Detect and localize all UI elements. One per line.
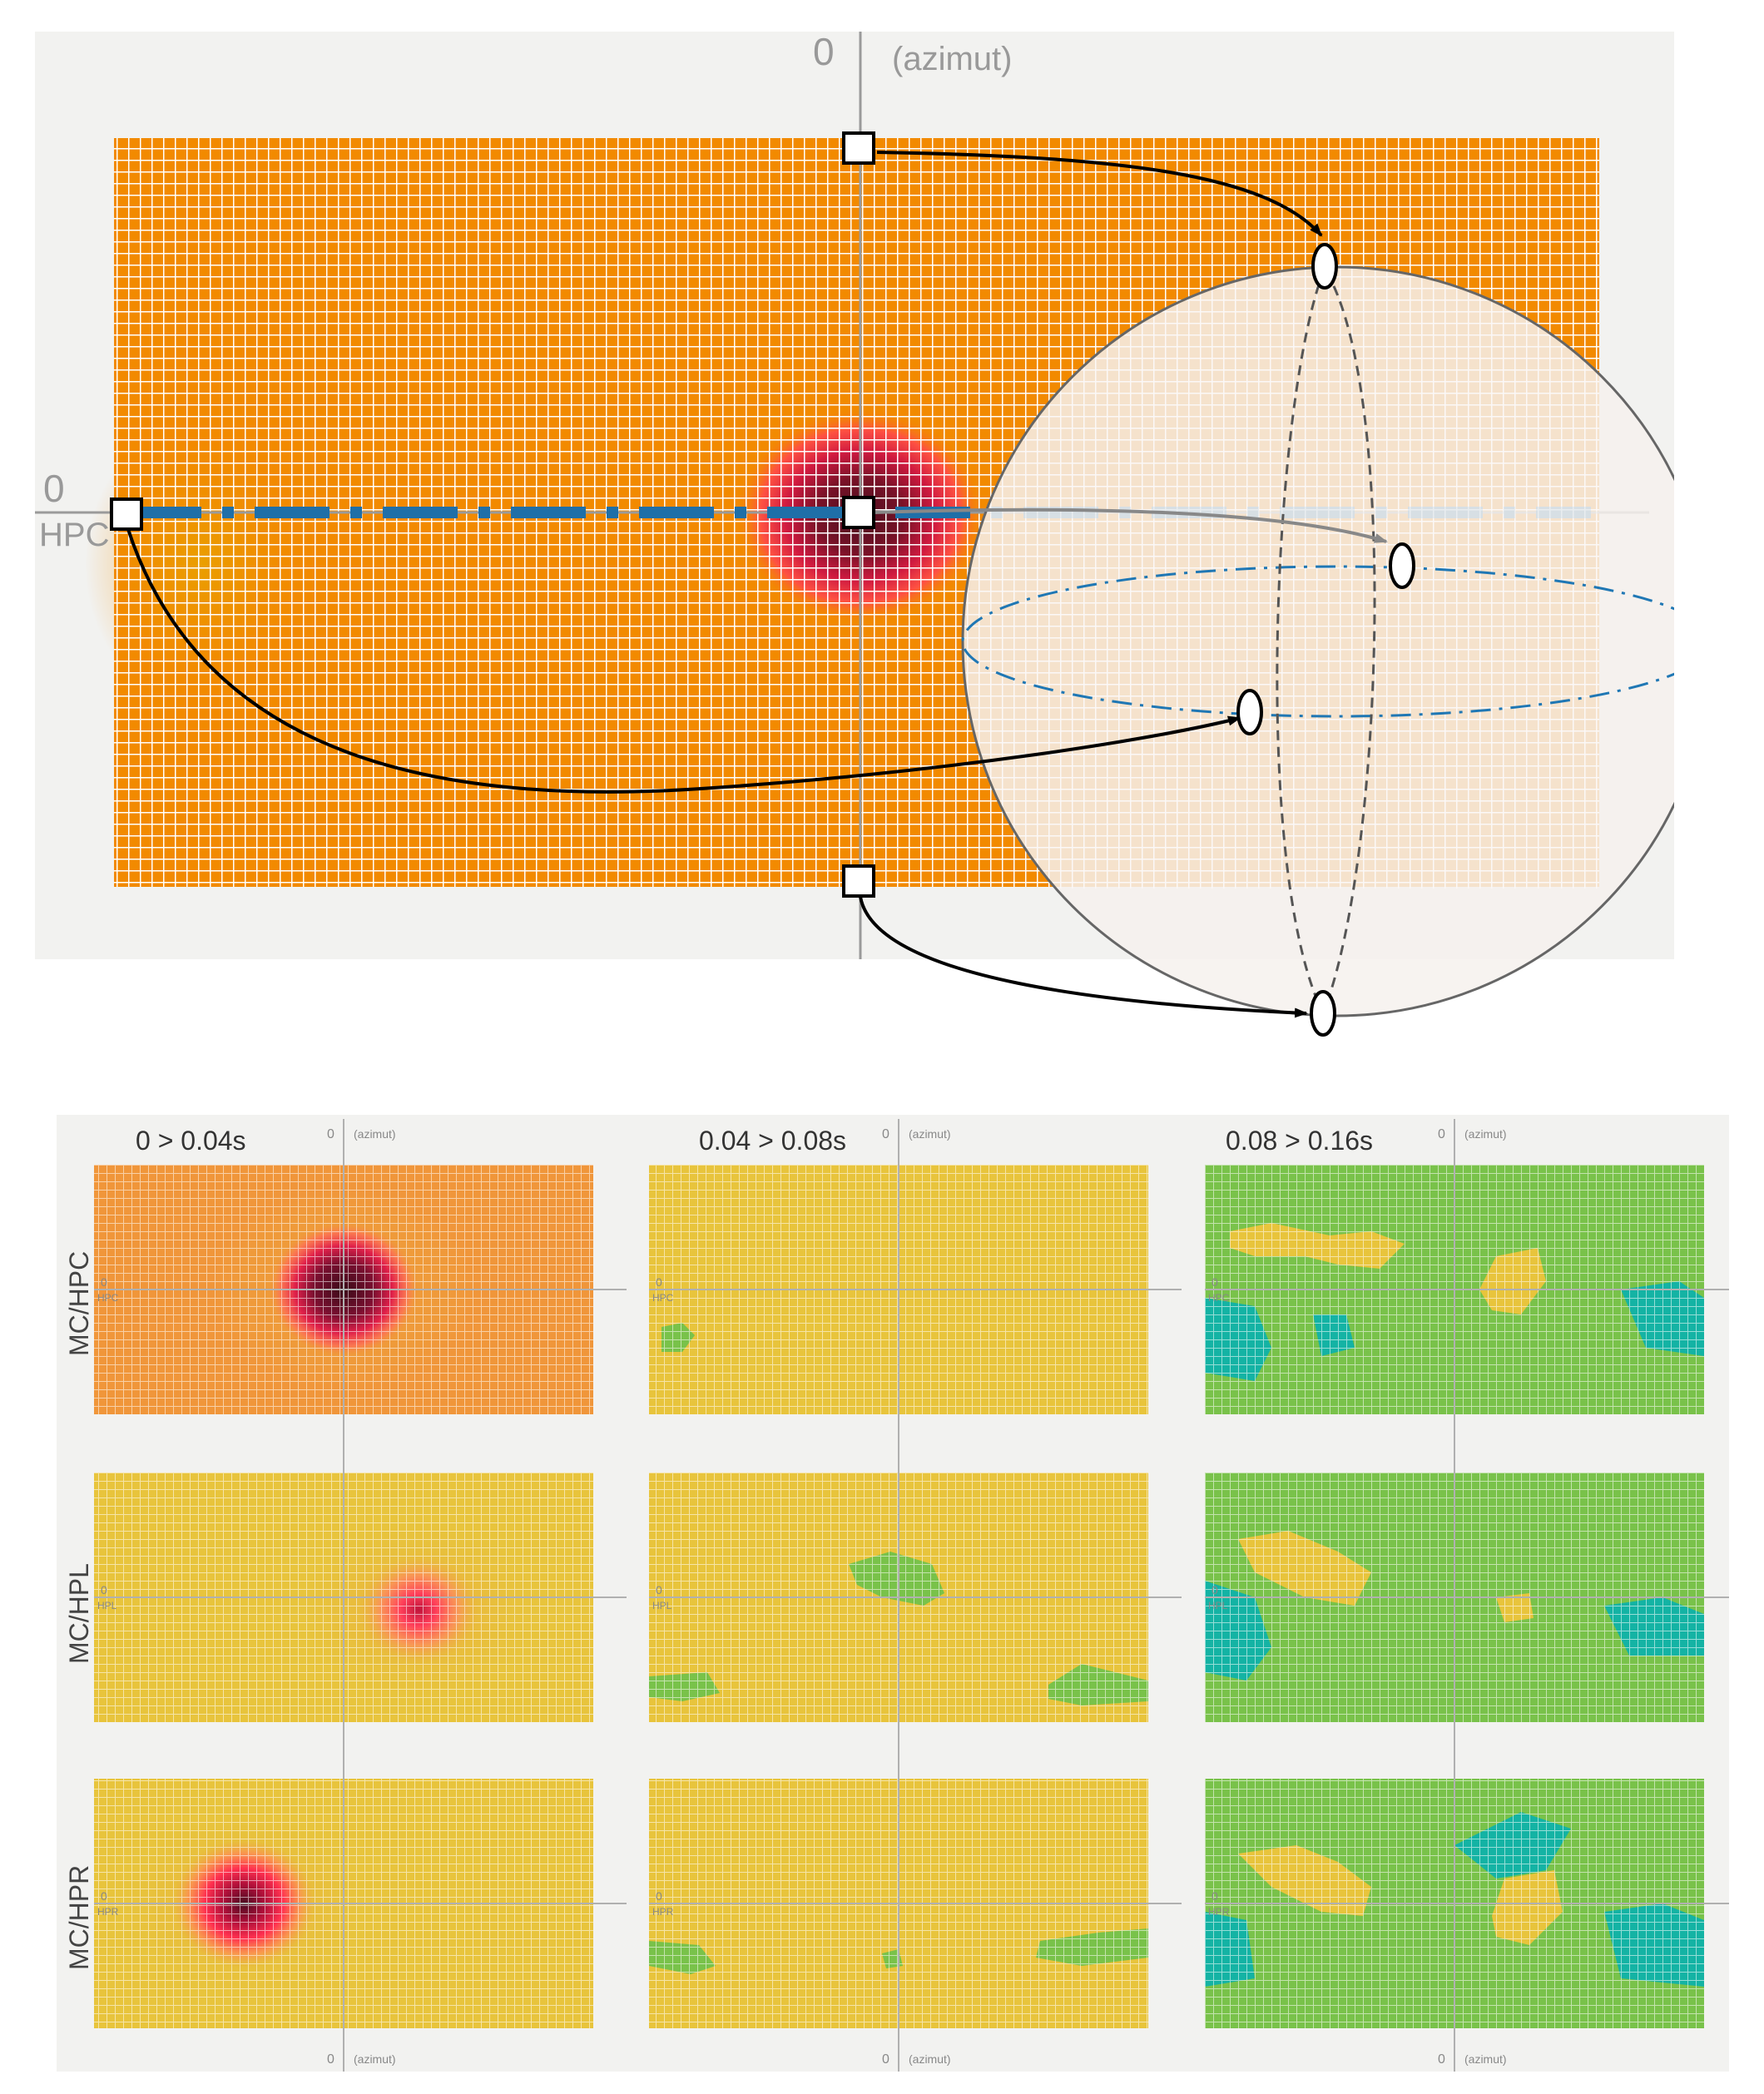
column-title: 0 > 0.04s	[136, 1126, 246, 1156]
panel-row-axis-label: HPL	[1208, 1600, 1228, 1611]
panel-2-0: 0 HPR	[94, 1733, 627, 2074]
row-label: MC/HPC	[64, 1251, 94, 1356]
top-azimut-label: (azimut)	[892, 41, 1012, 77]
arrow-bottom-to-south	[859, 896, 1308, 1018]
top-heatmap-panel: 0 (azimut) 0 HPC	[35, 32, 1674, 1037]
heatmap-grid-panel: 0 HPC 0 HPC 0 HPC 0 HPL 0 HPL 0 HPL 0 HPR 0 HPR 0 HPR 0 > …	[57, 1115, 1737, 2074]
bottom-axis-zero: 0	[327, 2052, 334, 2067]
panel-zero-label: 0	[1212, 1583, 1218, 1596]
row-label: MC/HPR	[64, 1865, 94, 1970]
column-title: 0.04 > 0.08s	[699, 1126, 846, 1156]
panels-root: 0 HPC 0 HPC 0 HPC 0 HPL 0 HPL 0 HPL 0 HPR 0 HPR 0 HPR 0 > …	[64, 1119, 1737, 2074]
bottom-axis-zero: 0	[882, 2052, 889, 2067]
left-hpc-label: HPC	[39, 517, 109, 553]
top-axis-zero: 0	[1438, 1127, 1445, 1141]
panel-0-1: 0 HPC	[649, 1119, 1182, 1460]
panel-row-axis-label: HPC	[652, 1292, 674, 1304]
panel-row-axis-label: HPL	[97, 1600, 117, 1611]
bottom-axis-azimut: (azimut)	[909, 2052, 951, 2066]
panel-zero-label: 0	[101, 1583, 107, 1596]
panel-row-axis-label: HPL	[652, 1600, 672, 1611]
panel-zero-label: 0	[101, 1889, 107, 1903]
top-axis-azimut: (azimut)	[1464, 1127, 1507, 1141]
square-left-marker	[110, 498, 143, 531]
oval-equator-marker	[1236, 689, 1263, 735]
panel-zero-label: 0	[656, 1275, 662, 1289]
panel-row-axis-label: HPC	[97, 1292, 119, 1304]
heatmap-grid-svg: 0 HPC 0 HPC 0 HPC 0 HPL 0 HPL 0 HPL 0 HPR 0 HPR 0 HPR 0 > …	[64, 1119, 1737, 2074]
panel-row-axis-label: HPR	[1208, 1906, 1230, 1918]
panel-1-1: 0 HPL	[649, 1427, 1182, 1768]
arrow-top-to-north	[876, 151, 1323, 237]
top-axis-zero: 0	[882, 1127, 889, 1141]
bottom-axis-azimut: (azimut)	[354, 2052, 396, 2066]
oval-front-marker	[1389, 542, 1415, 589]
panel-1-0: 0 HPL	[94, 1427, 627, 1768]
panel-zero-label: 0	[1212, 1889, 1218, 1903]
panel-zero-label: 0	[656, 1889, 662, 1903]
panel-0-2: 0 HPC	[1205, 1119, 1737, 1460]
panel-zero-label: 0	[656, 1583, 662, 1596]
top-axis-azimut: (azimut)	[354, 1127, 396, 1141]
panel-zero-label: 0	[1212, 1275, 1218, 1289]
square-top-marker	[842, 131, 875, 165]
panel-1-2: 0 HPL	[1205, 1427, 1737, 1768]
top-axis-zero: 0	[327, 1127, 334, 1141]
top-zero-label: 0	[813, 32, 835, 73]
oval-south-marker	[1310, 990, 1336, 1037]
square-center-marker	[842, 496, 875, 529]
row-label: MC/HPL	[64, 1563, 94, 1664]
square-bottom-marker	[842, 864, 875, 898]
top-heatmap-svg: 0 (azimut) 0 HPC	[35, 32, 1674, 1037]
panel-zero-label: 0	[101, 1275, 107, 1289]
panel-0-0: 0 HPC	[94, 1119, 627, 1460]
bottom-axis-zero: 0	[1438, 2052, 1445, 2067]
column-title: 0.08 > 0.16s	[1226, 1126, 1373, 1156]
panel-row-axis-label: HPC	[1208, 1292, 1230, 1304]
panel-2-2: 0 HPR	[1205, 1733, 1737, 2074]
panel-row-axis-label: HPR	[652, 1906, 674, 1918]
arrow-center-to-front	[873, 507, 1388, 543]
arrow-left-to-equator	[125, 523, 1241, 794]
panel-row-axis-label: HPR	[97, 1906, 119, 1918]
left-zero-label: 0	[43, 467, 65, 510]
panel-2-1: 0 HPR	[649, 1733, 1182, 2074]
bottom-axis-azimut: (azimut)	[1464, 2052, 1507, 2066]
oval-north-marker	[1311, 243, 1338, 290]
top-axis-azimut: (azimut)	[909, 1127, 951, 1141]
